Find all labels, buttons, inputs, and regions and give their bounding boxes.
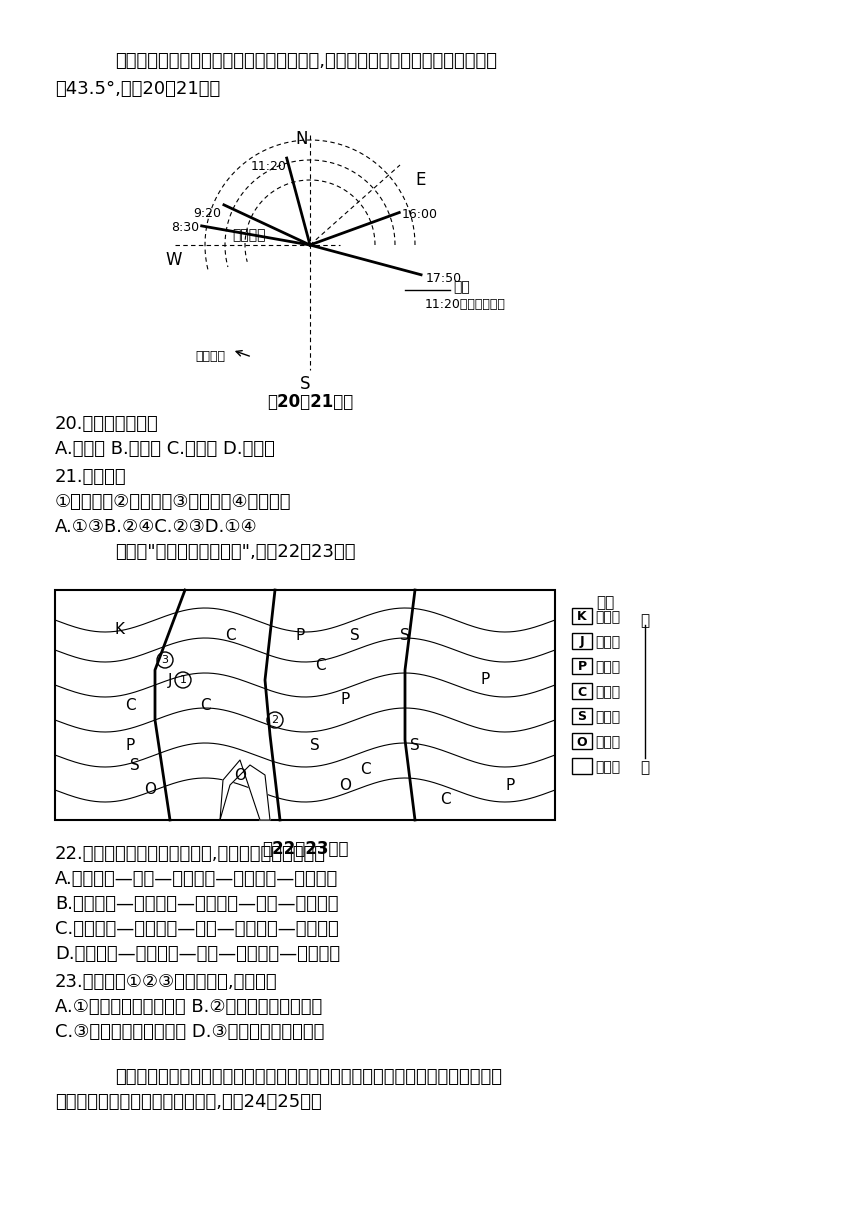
Text: O: O	[144, 783, 156, 798]
Text: W: W	[165, 250, 181, 269]
Text: A.①③B.②④C.②③D.①④: A.①③B.②④C.②③D.①④	[55, 518, 258, 536]
Text: A.海口市 B.西安市 C.深圳市 D.昆明市: A.海口市 B.西安市 C.深圳市 D.昆明市	[55, 440, 275, 458]
Text: 旗杆立点: 旗杆立点	[232, 229, 266, 242]
Text: C: C	[359, 762, 371, 777]
Text: S: S	[300, 375, 310, 393]
Text: 9:20: 9:20	[193, 207, 221, 220]
Text: 20.该地最可能位于: 20.该地最可能位于	[55, 415, 159, 433]
Bar	[572, 634, 592, 649]
Bar	[572, 708, 592, 724]
Text: 下图为我国某地某日部分时刻的杆影变化图,已知该地的正午太阳高度年变化幅度: 下图为我国某地某日部分时刻的杆影变化图,已知该地的正午太阳高度年变化幅度	[115, 52, 497, 71]
Text: J: J	[580, 636, 584, 648]
Text: 8:30: 8:30	[171, 221, 200, 235]
Text: 示意赤道太平洋海水温度垂直分布,完成24、25题。: 示意赤道太平洋海水温度垂直分布,完成24、25题。	[55, 1093, 322, 1111]
Text: A.①西侧的岩层相对上升 B.②附近可见古猿人化石: A.①西侧的岩层相对上升 B.②附近可见古猿人化石	[55, 998, 322, 1017]
Text: 二叠纪: 二叠纪	[595, 660, 620, 674]
Text: 下图为"某地区地质平面图",完成22、23题。: 下图为"某地区地质平面图",完成22、23题。	[115, 544, 355, 561]
Text: 石炭纪: 石炭纪	[595, 685, 620, 699]
Text: C.③附近未发生侵蚀作用 D.③处附近沉积从未间断: C.③附近未发生侵蚀作用 D.③处附近沉积从未间断	[55, 1023, 324, 1041]
Text: C: C	[315, 658, 325, 672]
Text: ①昼短夜长②昼长夜短③日落西南④日出东北: ①昼短夜长②昼长夜短③日落西南④日出东北	[55, 492, 292, 511]
Text: 2: 2	[272, 715, 279, 725]
Bar	[572, 758, 592, 775]
Text: O: O	[339, 777, 351, 793]
Text: 16:00: 16:00	[402, 208, 437, 220]
Text: D.沉积作用—岩浆活动—断层—水平挤压—沉积作用: D.沉积作用—岩浆活动—断层—水平挤压—沉积作用	[55, 945, 340, 963]
Text: 侏罗纪: 侏罗纪	[595, 635, 620, 649]
Text: P: P	[126, 737, 135, 753]
Text: 22.关于该地区形成的地质过程,先后顺序组合正确的是: 22.关于该地区形成的地质过程,先后顺序组合正确的是	[55, 845, 326, 863]
Text: S: S	[578, 710, 587, 724]
Text: 新: 新	[641, 613, 649, 627]
Text: A.沉积作用—断层—岩浆活动—水平挤压—沉积作用: A.沉积作用—断层—岩浆活动—水平挤压—沉积作用	[55, 869, 338, 888]
Text: 温跃层是上层的薄暖水层与下层的厚冷水层之间出现水温急剧下降的海水层。下图: 温跃层是上层的薄暖水层与下层的厚冷水层之间出现水温急剧下降的海水层。下图	[115, 1068, 502, 1086]
Text: C: C	[577, 686, 587, 698]
Text: 21.此日该地: 21.此日该地	[55, 468, 126, 486]
Text: 17:50: 17:50	[426, 271, 462, 285]
Text: P: P	[481, 672, 489, 687]
Text: E: E	[415, 171, 426, 188]
Bar	[572, 683, 592, 699]
Text: 花岗岩: 花岗岩	[595, 760, 620, 775]
Text: N: N	[296, 130, 308, 148]
Text: J: J	[168, 672, 172, 687]
Text: S: S	[410, 737, 420, 753]
Text: 杆影: 杆影	[453, 280, 470, 294]
Text: P: P	[577, 660, 587, 674]
Text: K: K	[577, 610, 587, 624]
Text: 11:20（北京时间）: 11:20（北京时间）	[425, 298, 506, 311]
Text: C.沉积作用—水平挤压—断层—岩浆活动—沉积作用: C.沉积作用—水平挤压—断层—岩浆活动—沉积作用	[55, 921, 339, 938]
Text: C: C	[224, 627, 236, 642]
Bar	[572, 658, 592, 674]
Text: S: S	[310, 737, 320, 753]
Text: 第22、23题图: 第22、23题图	[261, 840, 348, 858]
Text: 为43.5°,完成20、21题。: 为43.5°,完成20、21题。	[55, 80, 220, 98]
Text: C: C	[439, 793, 451, 807]
Text: P: P	[295, 627, 304, 642]
Text: 奥陶纪: 奥陶纪	[595, 734, 620, 749]
Text: O: O	[577, 736, 587, 749]
Text: 23.下列关于①②③界面的描述,正确的是: 23.下列关于①②③界面的描述,正确的是	[55, 973, 278, 991]
Text: C: C	[125, 698, 135, 713]
Bar	[572, 733, 592, 749]
Text: 1: 1	[180, 675, 187, 685]
Text: 志留纪: 志留纪	[595, 710, 620, 724]
Text: S: S	[350, 627, 359, 642]
Text: P: P	[341, 692, 350, 708]
Text: 第20、21题图: 第20、21题图	[267, 393, 353, 411]
Text: 图例: 图例	[596, 595, 614, 610]
Text: 白垩纪: 白垩纪	[595, 610, 620, 624]
Text: K: K	[115, 623, 125, 637]
Text: S: S	[130, 758, 140, 772]
Bar	[572, 608, 592, 624]
Text: P: P	[506, 777, 514, 793]
Text: O: O	[234, 767, 246, 783]
Text: 等影长线: 等影长线	[195, 350, 225, 364]
Text: 11:20: 11:20	[251, 161, 286, 173]
Bar	[55, 590, 555, 820]
Text: 老: 老	[641, 760, 649, 775]
Polygon shape	[220, 760, 270, 820]
Text: 3: 3	[162, 655, 169, 665]
Text: S: S	[400, 627, 410, 642]
Text: C: C	[200, 698, 211, 713]
Text: B.沉积作用—水平挤压—岩浆活动—断层—沉积作用: B.沉积作用—水平挤压—岩浆活动—断层—沉积作用	[55, 895, 339, 913]
